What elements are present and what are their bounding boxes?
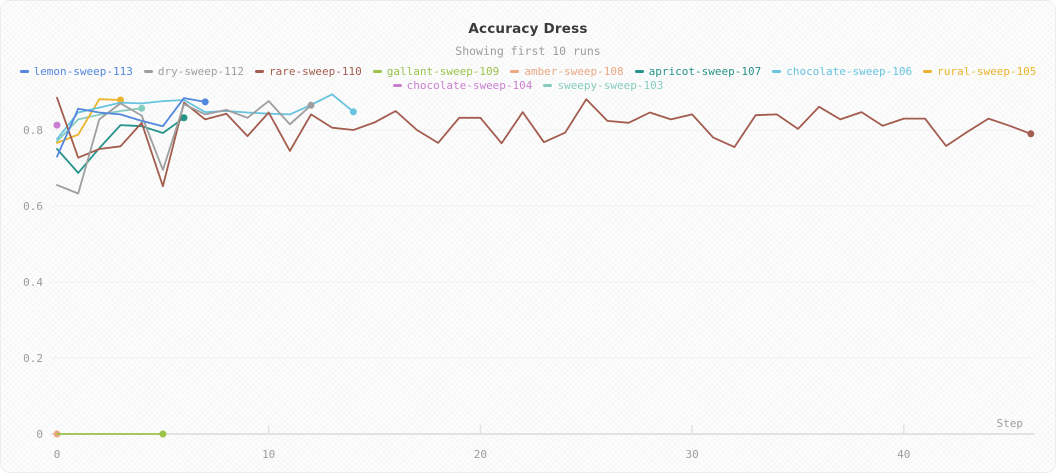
legend-label: dry-sweep-112	[157, 65, 244, 78]
legend-item-apricot-sweep-107[interactable]: apricot-sweep-107	[634, 65, 762, 79]
legend-swatch-icon	[634, 70, 644, 74]
series-endpoint-gallant-sweep-109	[159, 430, 167, 438]
legend-swatch-icon	[372, 70, 382, 74]
x-tick-label: 0	[54, 448, 61, 461]
series-endpoint-lemon-sweep-113	[201, 98, 209, 106]
legend-label: chocolate-sweep-106	[786, 65, 913, 78]
legend-item-chocolate-sweep-104[interactable]: chocolate-sweep-104	[392, 78, 533, 93]
x-tick-label: 30	[685, 448, 698, 461]
legend-label: rural-sweep-105	[937, 65, 1037, 78]
legend-item-chocolate-sweep-106[interactable]: chocolate-sweep-106	[772, 65, 912, 79]
legend-label: chocolate-sweep-104	[406, 78, 533, 92]
legend-swatch-icon	[143, 70, 153, 74]
legend-swatch-icon	[255, 70, 264, 74]
legend-item-sweepy-sweep-103[interactable]: sweepy-sweep-103	[543, 79, 663, 93]
legend-item-gallant-sweep-109[interactable]: gallant-sweep-109	[372, 65, 500, 79]
legend-item-rare-sweep-110[interactable]: rare-sweep-110	[255, 65, 362, 79]
chart-header: Accuracy Dress Showing first 10 runs lem…	[1, 1, 1055, 92]
series-endpoint-rare-sweep-110	[1027, 130, 1035, 138]
legend-row-1: lemon-sweep-113 dry-sweep-112 rare-sweep-1…	[1, 65, 1055, 79]
legend-label: sweepy-sweep-103	[557, 78, 664, 92]
y-tick-label: 0	[36, 428, 43, 441]
x-axis-title: Step	[997, 417, 1024, 430]
x-tick-label: 40	[897, 448, 910, 461]
y-tick-label: 0.4	[23, 276, 43, 289]
legend-swatch-icon	[19, 70, 29, 74]
legend-swatch-icon	[392, 83, 402, 87]
series-endpoint-apricot-sweep-107	[180, 114, 188, 122]
x-tick-label: 10	[262, 448, 275, 461]
series-line-rare-sweep-110	[56, 96, 1032, 188]
legend-item-rural-sweep-105[interactable]: rural-sweep-105	[923, 65, 1036, 79]
series-endpoint-chocolate-sweep-104	[53, 121, 61, 129]
legend-label: rare-sweep-110	[269, 65, 362, 78]
y-tick-label: 0.2	[23, 352, 43, 365]
series-endpoint-sweepy-sweep-103	[138, 104, 146, 112]
y-tick-label: 0.6	[23, 200, 43, 213]
legend: lemon-sweep-113 dry-sweep-112 rare-sweep-1…	[1, 65, 1055, 92]
legend-swatch-icon	[923, 70, 933, 74]
y-tick-label: 0.8	[23, 124, 43, 137]
legend-item-lemon-sweep-113[interactable]: lemon-sweep-113	[19, 65, 133, 79]
legend-swatch-icon	[510, 70, 520, 74]
legend-item-dry-sweep-112[interactable]: dry-sweep-112	[143, 65, 244, 79]
x-tick-label: 20	[474, 448, 487, 461]
series-endpoint-rural-sweep-105	[117, 96, 124, 104]
legend-label: lemon-sweep-113	[33, 65, 133, 78]
series-line-apricot-sweep-107	[56, 116, 185, 174]
series-line-rural-sweep-105	[56, 98, 122, 144]
legend-swatch-icon	[772, 70, 782, 74]
series-endpoint-chocolate-sweep-106	[349, 108, 357, 116]
series-line-chocolate-sweep-106	[56, 93, 355, 141]
legend-label: apricot-sweep-107	[648, 65, 762, 78]
chart-subtitle: Showing first 10 runs	[455, 44, 601, 58]
legend-row-2: chocolate-sweep-104 sweepy-sweep-103	[1, 79, 1055, 93]
series-line-dry-sweep-112	[56, 100, 312, 195]
series-endpoint-dry-sweep-112	[307, 101, 315, 109]
legend-item-amber-sweep-108[interactable]: amber-sweep-108	[510, 65, 624, 79]
legend-label: gallant-sweep-109	[386, 65, 500, 78]
legend-label: amber-sweep-108	[524, 65, 624, 78]
legend-swatch-icon	[543, 83, 553, 87]
chart-title: Accuracy Dress	[468, 21, 588, 37]
series-line-lemon-sweep-113	[56, 97, 207, 158]
